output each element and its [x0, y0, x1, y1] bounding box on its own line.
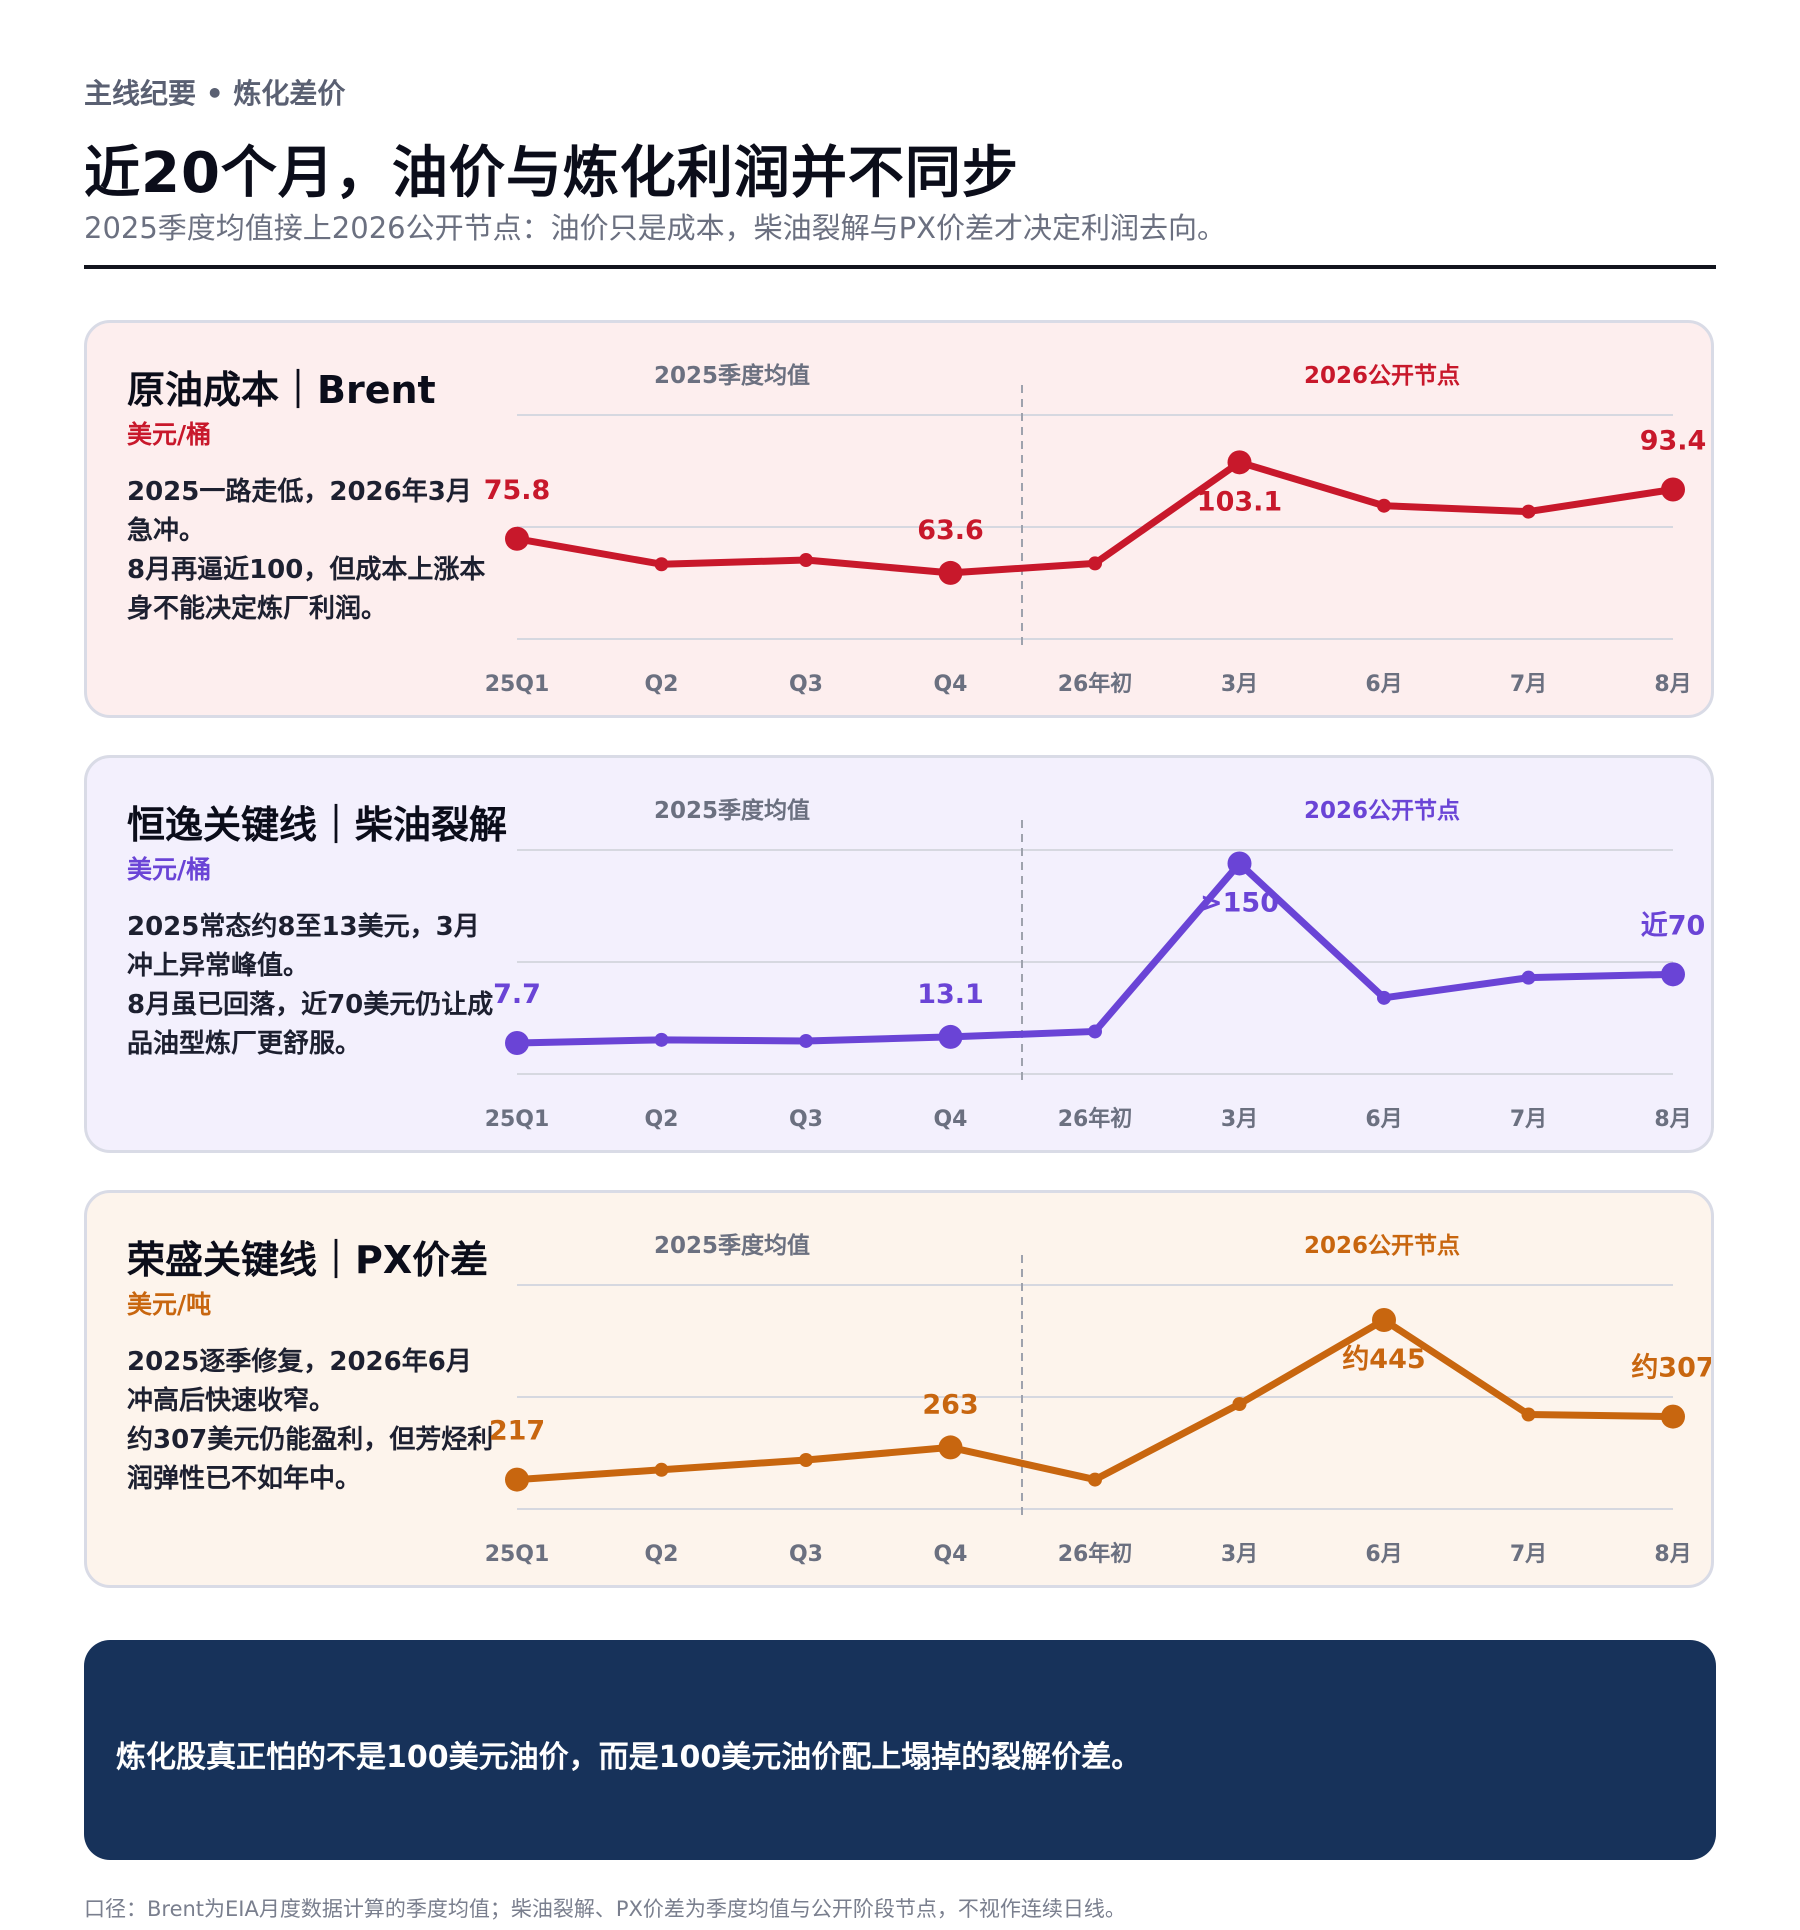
x-tick-label: 26年初	[1058, 671, 1133, 697]
data-point	[1088, 1472, 1102, 1487]
x-tick-label: Q4	[933, 1107, 967, 1132]
x-tick-label: 25Q1	[485, 1107, 550, 1132]
card-title: 恒逸关键线｜柴油裂解	[127, 803, 508, 847]
data-point	[1661, 962, 1685, 987]
x-tick-label: 25Q1	[485, 1542, 550, 1567]
series-line	[513, 859, 1677, 1047]
data-point	[938, 1024, 963, 1049]
x-tick-label: Q2	[644, 672, 678, 697]
data-point	[938, 1435, 963, 1460]
card-diesel-crack: 恒逸关键线｜柴油裂解 美元/桶 2025常态约8至13美元，3月冲上异常峰值。 …	[84, 755, 1714, 1153]
page-subtitle: 2025季度均值接上2026公开节点：油价只是成本，柴油裂解与PX价差才决定利润…	[84, 211, 1226, 245]
card-note: 2025逐季修复，2026年6月冲高后快速收窄。 约307美元仍能盈利，但芳烃利…	[127, 1347, 494, 1494]
series-line	[513, 1316, 1677, 1484]
card-unit: 美元/桶	[127, 855, 212, 884]
data-point	[654, 1462, 669, 1477]
period-label-2025: 2025季度均值	[654, 362, 810, 389]
kicker: 主线纪要 • 炼化差价	[84, 77, 346, 110]
chart-brent: 2025季度均值 2026公开节点 25Q1 Q2 Q3 Q4 26年初 3月 6月 7月 8月 75…	[484, 362, 1707, 697]
card-unit: 美元/桶	[127, 420, 212, 449]
data-point	[1088, 556, 1102, 571]
data-label: 103.1	[1197, 486, 1282, 517]
data-point	[799, 1033, 813, 1048]
card-px-spread: 荣盛关键线｜PX价差 美元/吨 2025逐季修复，2026年6月冲高后快速收窄。…	[84, 1190, 1714, 1588]
x-tick-label: 25Q1	[485, 672, 550, 697]
chart-px-spread: 2025季度均值 2026公开节点 25Q1 Q2 Q3 Q4 26年初 3月 6月 7月 8月 21…	[485, 1232, 1711, 1567]
data-label: 75.8	[484, 475, 551, 506]
title-divider	[84, 265, 1716, 269]
data-point	[1377, 498, 1391, 513]
data-label: 约445	[1342, 1344, 1425, 1375]
x-tick-label: 8月	[1654, 672, 1691, 697]
takeaway-text: 炼化股真正怕的不是100美元油价，而是100美元油价配上塌掉的裂解价差。	[116, 1740, 1142, 1775]
x-tick-label: 6月	[1365, 1542, 1402, 1567]
source-note: 口径：Brent为EIA月度数据计算的季度均值；柴油裂解、PX价差为季度均值与公…	[84, 1897, 1126, 1921]
data-label: 近70	[1641, 910, 1706, 941]
x-tick-label: 8月	[1654, 1542, 1691, 1567]
x-tick-label: Q2	[644, 1542, 678, 1567]
data-label: 263	[922, 1389, 978, 1420]
x-tick-label: 7月	[1510, 672, 1547, 697]
period-label-2026: 2026公开节点	[1304, 798, 1460, 824]
data-point	[654, 1032, 669, 1047]
data-label: 13.1	[917, 979, 984, 1010]
card-note: 2025常态约8至13美元，3月冲上异常峰值。 8月虽已回落，近70美元仍让成品…	[127, 912, 494, 1059]
data-point	[1372, 1308, 1396, 1332]
data-label: 93.4	[1640, 425, 1707, 456]
x-tick-label: Q3	[789, 1542, 823, 1567]
x-tick-label: 3月	[1221, 672, 1258, 697]
x-tick-label: 7月	[1510, 1107, 1547, 1132]
series-line	[513, 458, 1677, 577]
data-point	[505, 526, 529, 551]
x-tick-label: 8月	[1654, 1107, 1691, 1132]
x-tick-label: 26年初	[1058, 1541, 1133, 1567]
x-tick-label: Q2	[644, 1107, 678, 1132]
card-note: 2025一路走低，2026年3月急冲。 8月再逼近100，但成本上涨本身不能决定…	[127, 477, 486, 624]
chart-diesel-crack: 2025季度均值 2026公开节点 25Q1 Q2 Q3 Q4 26年初 3月 6月 7月 8月 7.…	[485, 797, 1706, 1132]
page-title: 近20个月，油价与炼化利润并不同步	[84, 141, 1019, 206]
x-tick-label: 7月	[1510, 1542, 1547, 1567]
data-point	[505, 1467, 529, 1492]
data-point	[1521, 1407, 1536, 1422]
data-point	[1227, 851, 1252, 876]
x-tick-label: 3月	[1221, 1107, 1258, 1132]
x-tick-label: 6月	[1365, 1107, 1402, 1132]
period-label-2026: 2026公开节点	[1304, 1233, 1460, 1259]
card-title: 荣盛关键线｜PX价差	[127, 1238, 489, 1282]
card-title: 原油成本｜Brent	[127, 368, 436, 412]
x-tick-label: Q3	[789, 672, 823, 697]
x-tick-label: 6月	[1365, 672, 1402, 697]
data-point	[1088, 1024, 1102, 1039]
data-point	[1377, 990, 1391, 1005]
data-point	[1521, 970, 1536, 985]
data-label: 217	[489, 1416, 545, 1447]
x-tick-label: Q3	[789, 1107, 823, 1132]
data-label: 63.6	[917, 515, 984, 546]
data-point	[1661, 477, 1685, 502]
data-label: >150	[1200, 887, 1279, 918]
period-label-2025: 2025季度均值	[654, 1232, 810, 1259]
data-point	[505, 1030, 529, 1055]
data-point	[1521, 504, 1536, 519]
data-label: 7.7	[493, 979, 541, 1010]
data-point	[938, 560, 963, 585]
card-unit: 美元/吨	[127, 1290, 212, 1319]
data-point	[1661, 1404, 1685, 1429]
x-tick-label: Q4	[933, 1542, 967, 1567]
x-tick-label: 3月	[1221, 1542, 1258, 1567]
data-label: 约307	[1631, 1353, 1711, 1384]
period-label-2026: 2026公开节点	[1304, 363, 1460, 389]
x-tick-label: 26年初	[1058, 1106, 1133, 1132]
takeaway-banner: 炼化股真正怕的不是100美元油价，而是100美元油价配上塌掉的裂解价差。	[84, 1640, 1716, 1860]
data-point	[799, 1453, 813, 1467]
data-point	[1232, 1397, 1247, 1411]
card-brent: 原油成本｜Brent 美元/桶 2025一路走低，2026年3月急冲。 8月再逼…	[84, 320, 1714, 718]
data-point	[799, 553, 813, 568]
x-tick-label: Q4	[933, 672, 967, 697]
data-point	[1227, 450, 1252, 475]
period-label-2025: 2025季度均值	[654, 797, 810, 824]
data-point	[654, 557, 669, 572]
